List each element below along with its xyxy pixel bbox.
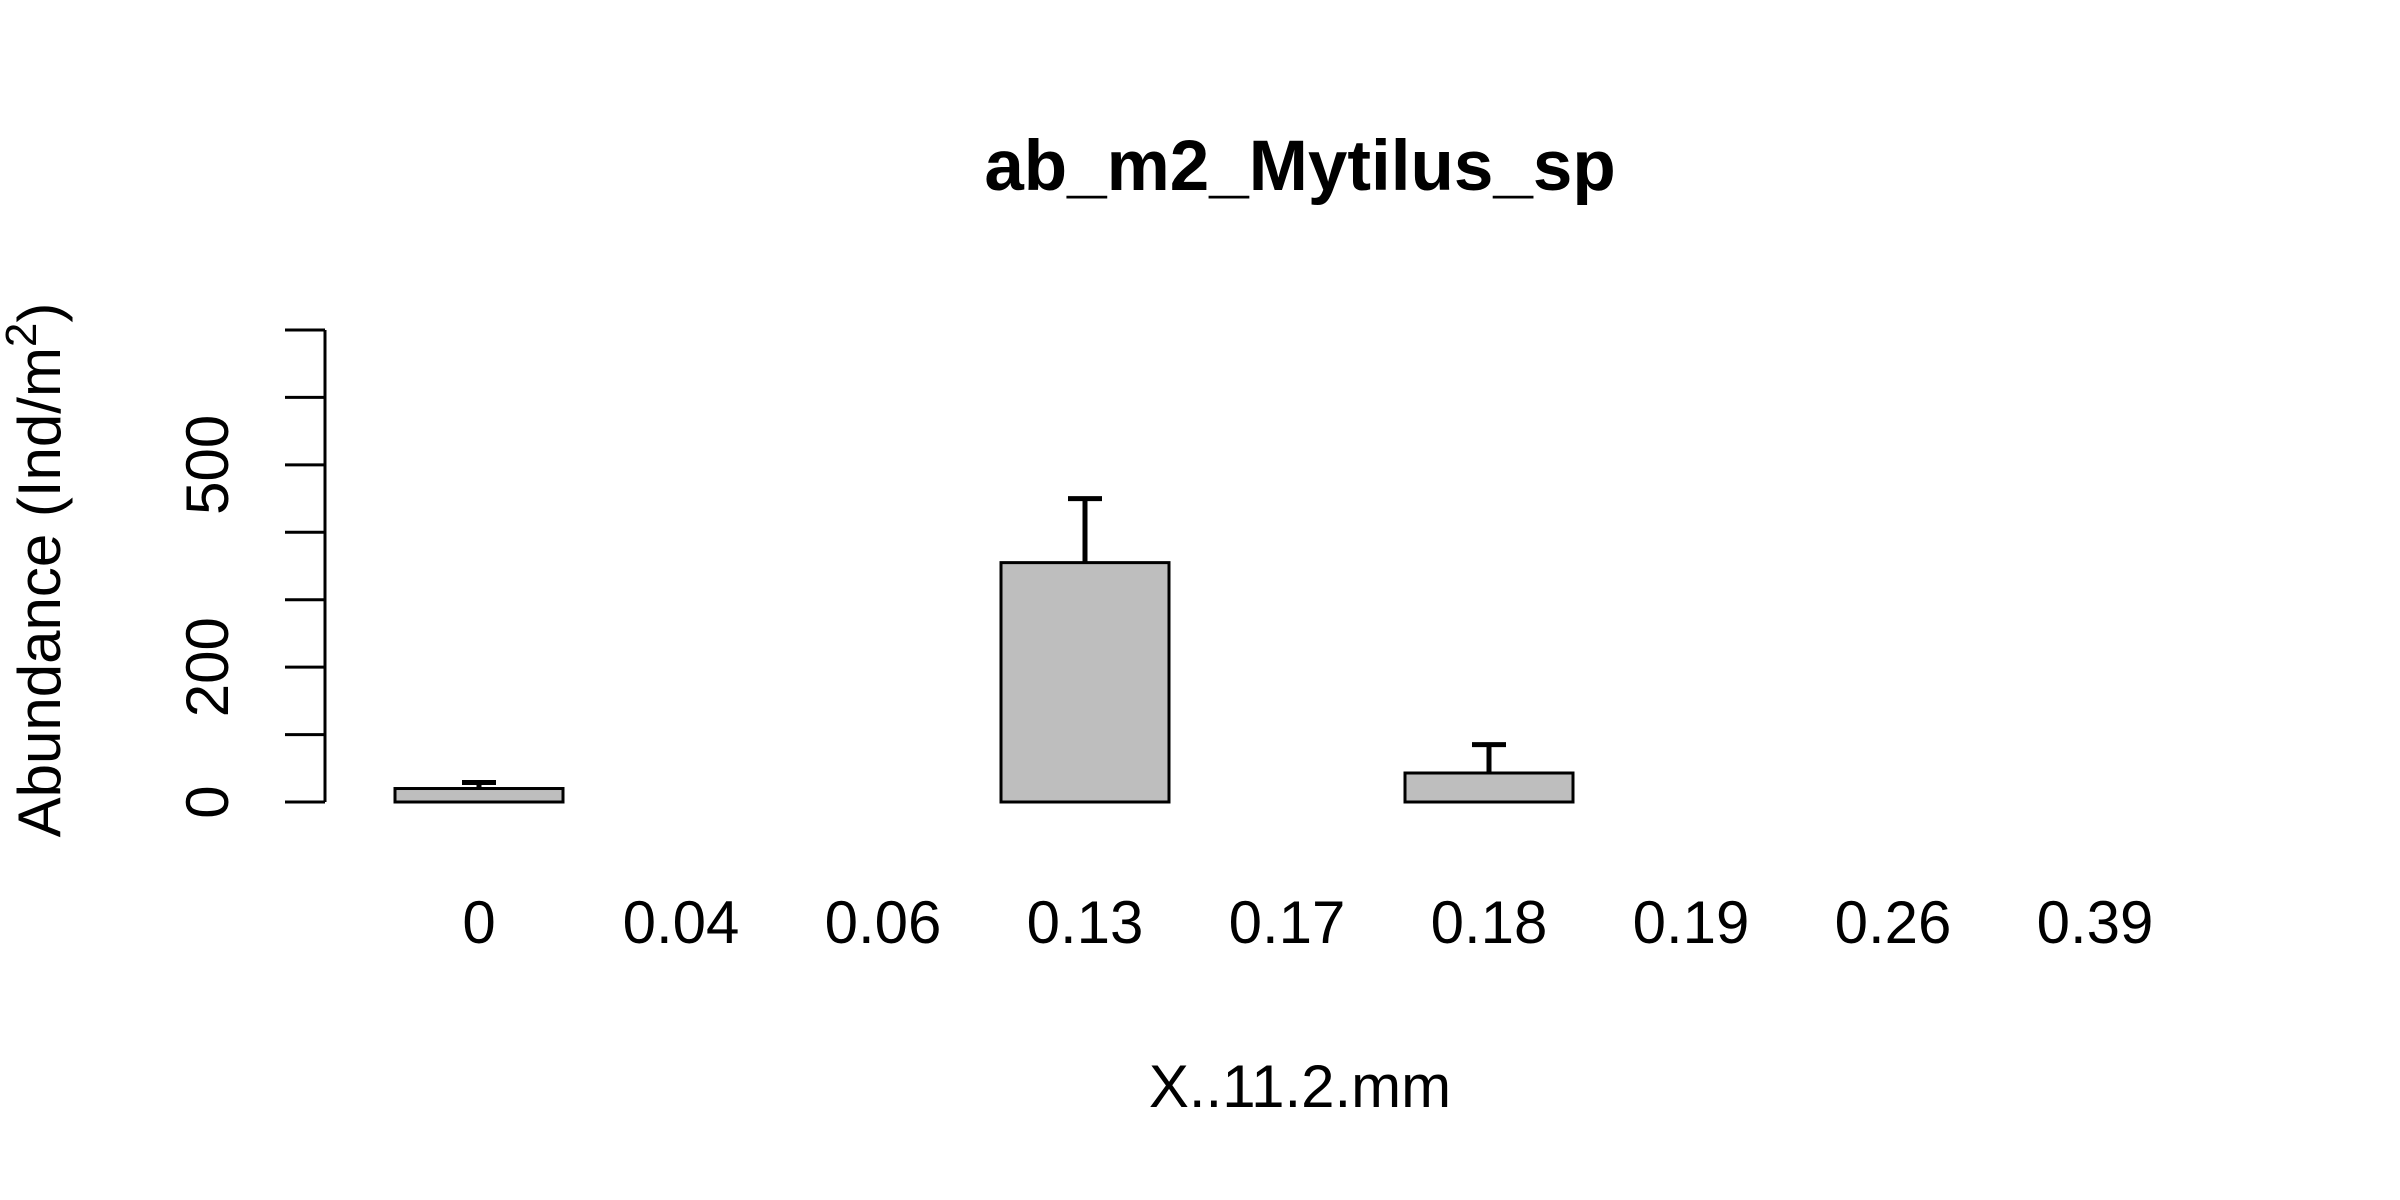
- y-axis-label: Abundance (Ind/m2): [0, 303, 73, 838]
- x-tick-label: 0.26: [1835, 889, 1952, 956]
- x-tick-label: 0.19: [1633, 889, 1750, 956]
- y-tick-label: 0: [174, 785, 241, 818]
- plot-area: [393, 496, 1575, 804]
- x-tick-label: 0.18: [1431, 889, 1548, 956]
- bar: [393, 787, 565, 804]
- x-axis-label: X..11.2.mm: [1149, 1053, 1451, 1120]
- x-axis-labels: 0 0.04 0.06 0.13 0.17 0.18 0.19 0.26 0.39: [462, 889, 2153, 956]
- y-axis-label-text: Abundance (Ind/m: [6, 347, 73, 837]
- x-tick-label: 0.39: [2037, 889, 2154, 956]
- bar: [1403, 771, 1575, 804]
- y-axis-label-superscript: 2: [0, 323, 46, 347]
- y-tick-label: 200: [174, 617, 241, 717]
- y-tick-label: 500: [174, 415, 241, 515]
- chart-title: ab_m2_Mytilus_sp: [984, 127, 1615, 206]
- x-tick-label: 0.13: [1027, 889, 1144, 956]
- x-tick-label: 0.06: [825, 889, 942, 956]
- x-tick-label: 0: [462, 889, 495, 956]
- x-tick-label: 0.04: [623, 889, 740, 956]
- x-tick-label: 0.17: [1229, 889, 1346, 956]
- bar: [999, 561, 1171, 804]
- y-axis-label-suffix: ): [6, 303, 73, 323]
- y-axis: 0 200 500: [174, 328, 327, 819]
